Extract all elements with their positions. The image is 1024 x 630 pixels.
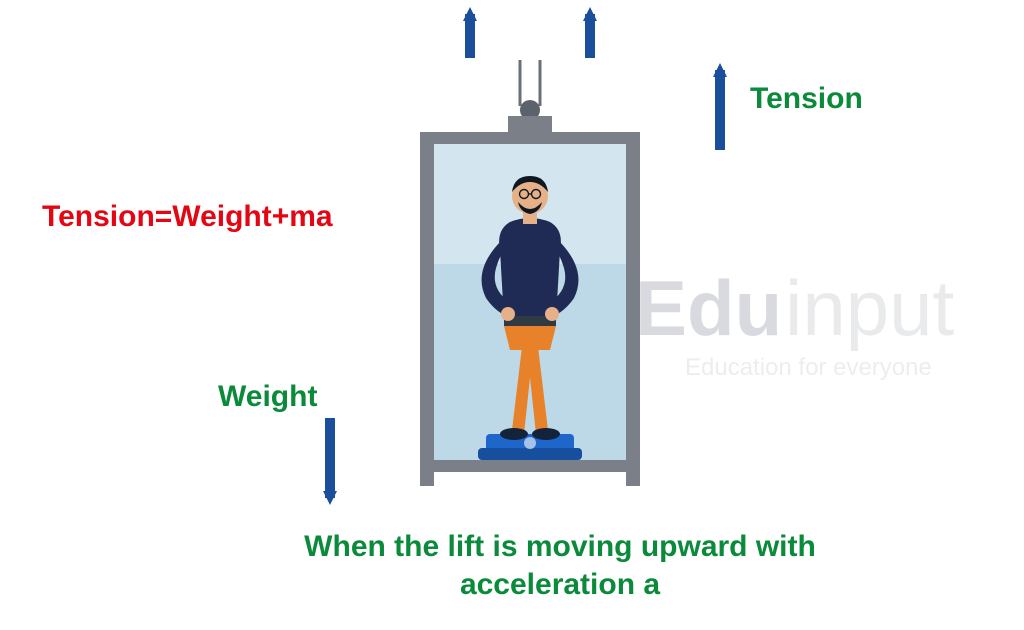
svg-text:Edu: Edu [635, 264, 782, 352]
svg-text:Education for everyone: Education for everyone [685, 354, 932, 381]
scale [478, 434, 582, 460]
equation-label: Tension=Weight+ma [42, 200, 333, 234]
svg-text:input: input [785, 264, 954, 352]
tension-label: Tension [750, 82, 863, 116]
elevator-diagram [420, 60, 640, 505]
caption-label: When the lift is moving upward with acce… [250, 528, 870, 603]
weight-label: Weight [218, 380, 317, 414]
